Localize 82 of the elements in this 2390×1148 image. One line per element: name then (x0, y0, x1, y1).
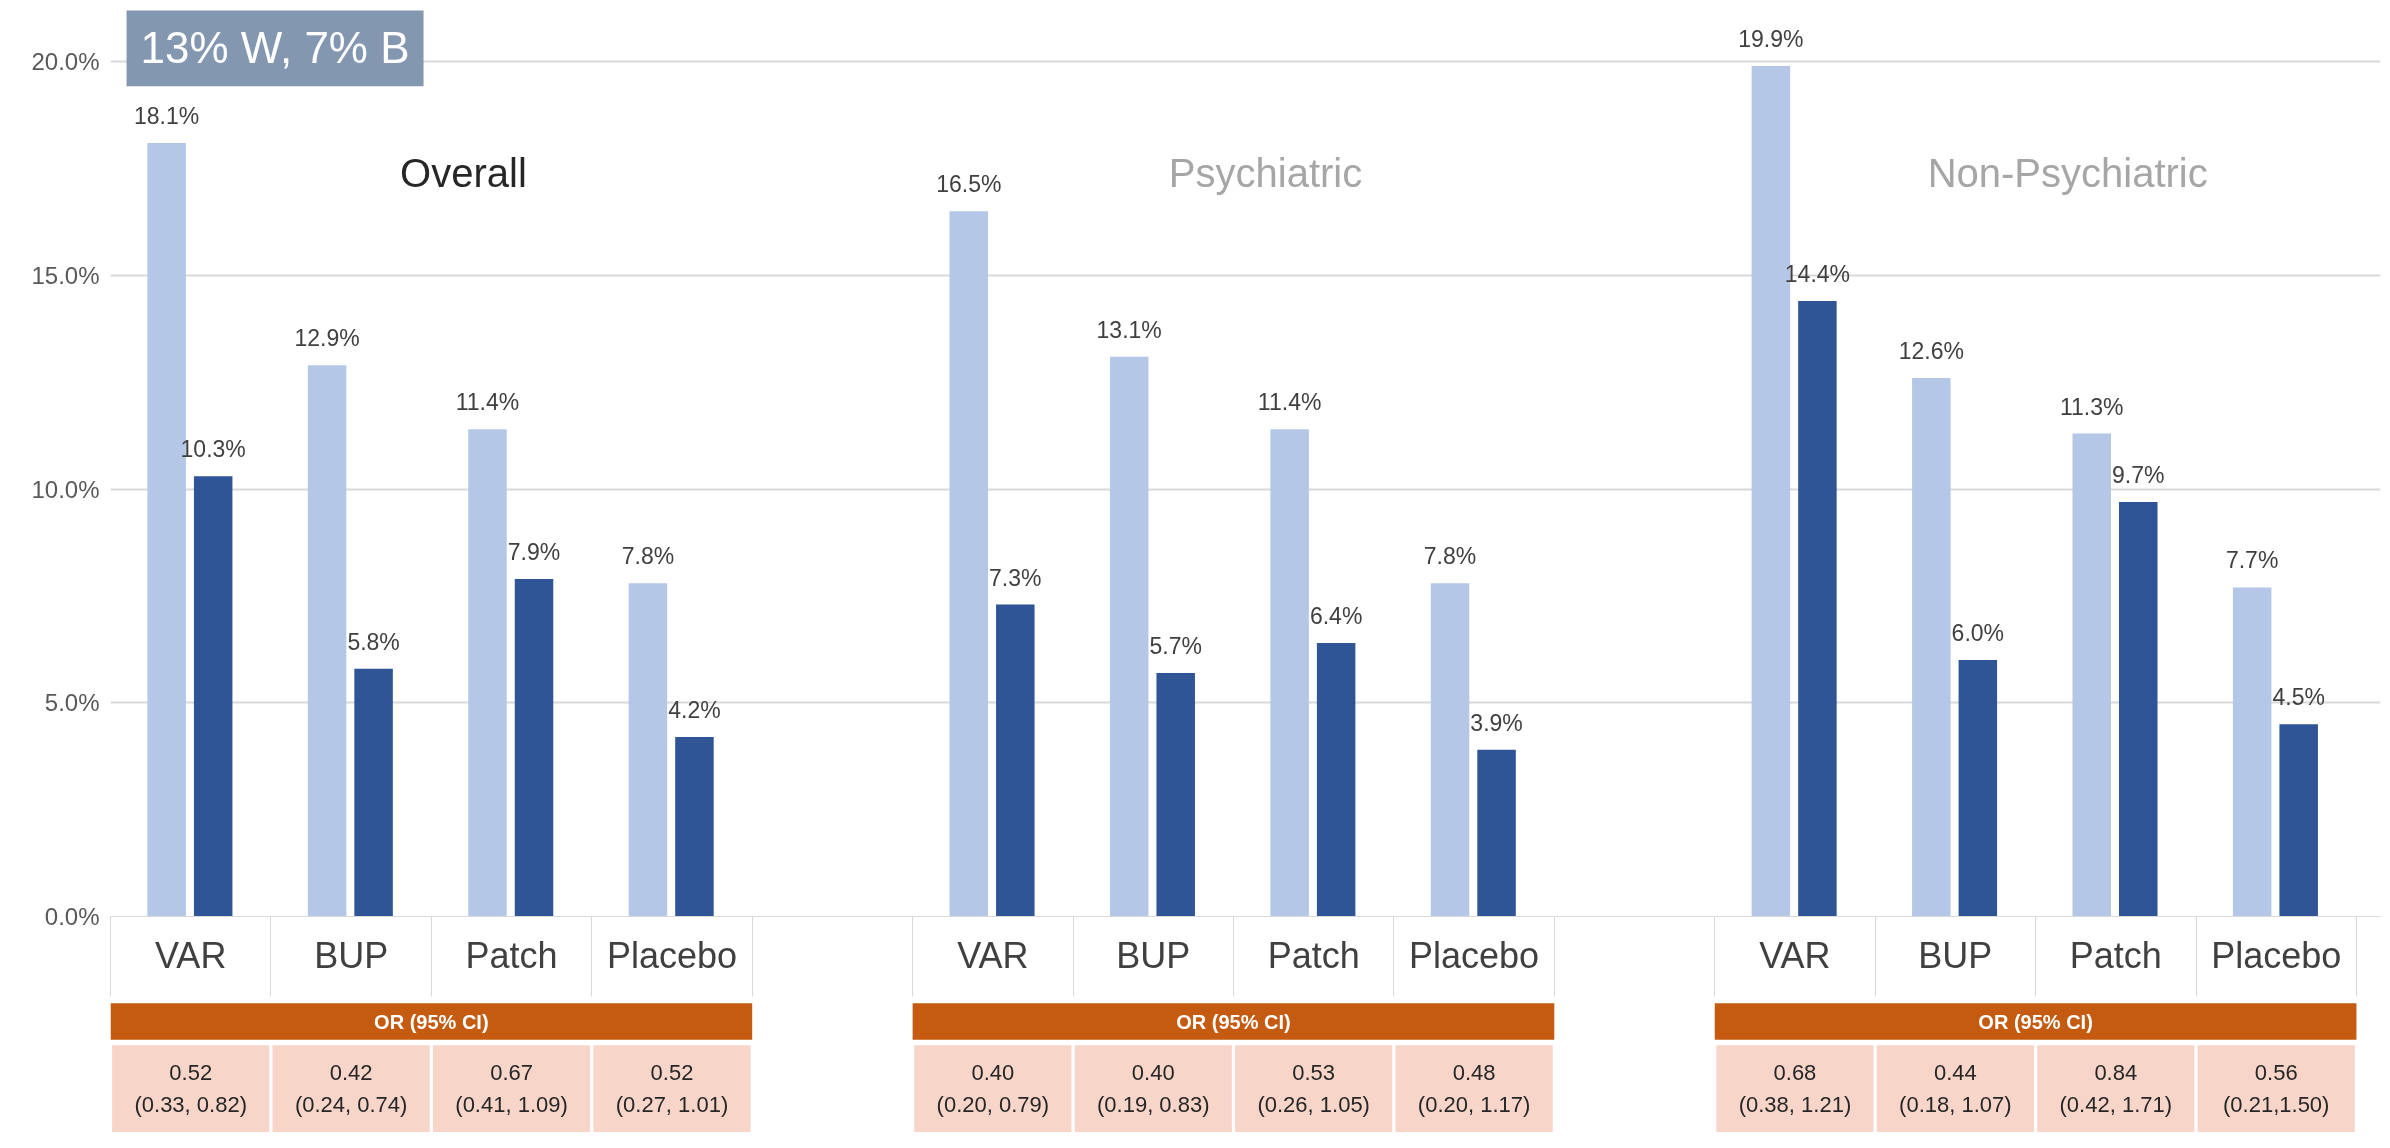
data-label: 11.3% (2059, 393, 2124, 420)
x-tick-label: BUP (1116, 934, 1191, 976)
text: 0.48 (0.20, 1.17) (1417, 1059, 1531, 1118)
y-tick-label: 20.0% (31, 48, 100, 76)
text: OR (95% CI) (374, 1010, 489, 1033)
data-label: 4.5% (2272, 684, 2325, 711)
bar (468, 429, 507, 917)
text: 0.52 (0.33, 0.82) (134, 1059, 247, 1118)
data-label: 7.8% (621, 543, 675, 570)
bar (628, 583, 668, 917)
bar (1430, 583, 1470, 917)
text: OR (95% CI) (1978, 1010, 2093, 1033)
bar (2279, 724, 2318, 917)
bar (193, 476, 233, 917)
y-tick-label: 0.0% (44, 903, 100, 930)
data-label: 6.4% (1309, 602, 1363, 629)
text: 0.56 (0.21,1.50) (2223, 1059, 2330, 1118)
bar (675, 737, 714, 917)
annotation: Psychiatric (1168, 150, 1363, 195)
text: 0.84 (0.42, 1.71) (2059, 1059, 2173, 1118)
text: 0.52 (0.27, 1.01) (615, 1059, 729, 1118)
data-label: 7.7% (2225, 547, 2279, 574)
bar (1316, 642, 1356, 917)
data-label: 11.4% (1257, 389, 1322, 416)
text: 0.44 (0.18, 1.07) (1899, 1059, 2012, 1118)
data-label: 9.7% (2112, 461, 2165, 488)
y-tick-label: 10.0% (31, 475, 100, 503)
data-label: 12.6% (1898, 338, 1964, 365)
x-tick-label: VAR (957, 934, 1029, 976)
bar (949, 211, 989, 917)
bar (2072, 433, 2111, 917)
x-tick-label: Placebo (2211, 934, 2342, 976)
bar (1270, 429, 1309, 917)
data-label: 18.1% (134, 102, 200, 129)
bar (996, 604, 1035, 917)
bar (1156, 672, 1195, 917)
bar (2232, 587, 2272, 917)
bar (1958, 660, 1998, 917)
y-tick-label: 15.0% (31, 261, 100, 289)
annotation: 13% W, 7% B (140, 23, 410, 73)
x-tick-label: BUP (1918, 934, 1993, 976)
data-label: 11.4% (455, 389, 520, 416)
data-label: 14.4% (1784, 261, 1851, 288)
data-label: 7.3% (989, 564, 1042, 591)
x-tick-label: BUP (314, 934, 389, 976)
data-label: 12.9% (294, 325, 360, 352)
text: 0.53 (0.26, 1.05) (1257, 1059, 1370, 1118)
data-label: 7.8% (1423, 543, 1477, 570)
data-label: 10.3% (180, 436, 246, 463)
text: OR (95% CI) (1176, 1010, 1291, 1033)
x-tick-label: Patch (2069, 934, 2162, 976)
y-tick-label: 5.0% (44, 689, 100, 717)
x-tick-label: Patch (1267, 934, 1360, 976)
data-label: 6.0% (1951, 620, 2005, 647)
bar (1109, 356, 1149, 917)
data-label: 7.9% (507, 538, 561, 565)
x-tick-label: Placebo (606, 934, 738, 976)
text: 0.68 (0.38, 1.21) (1738, 1059, 1852, 1118)
bar (1798, 301, 1837, 917)
bar (514, 578, 554, 917)
bar (307, 365, 347, 917)
data-label: 16.5% (936, 171, 1002, 198)
data-label: 3.9% (1470, 709, 1523, 736)
text: 0.42 (0.24, 0.74) (294, 1059, 408, 1118)
bar (2119, 501, 2158, 917)
bar (354, 668, 393, 917)
x-tick-label: VAR (155, 934, 227, 976)
text: 0.40 (0.20, 0.79) (936, 1059, 1050, 1118)
data-label: 19.9% (1738, 26, 1804, 53)
data-label: 4.2% (668, 697, 721, 724)
bar (1477, 749, 1516, 917)
annotation: Non-Psychiatric (1927, 150, 2208, 195)
data-label: 5.8% (347, 628, 400, 655)
x-tick-label: Patch (465, 934, 558, 976)
x-tick-label: Placebo (1409, 934, 1540, 976)
data-label: 5.7% (1149, 632, 1202, 659)
x-tick-label: VAR (1759, 934, 1831, 976)
data-label: 13.1% (1096, 316, 1162, 343)
text: 0.67 (0.41, 1.09) (455, 1059, 568, 1118)
annotation: Overall (400, 150, 527, 195)
bar (1912, 378, 1951, 917)
text: 0.40 (0.19, 0.83) (1097, 1059, 1210, 1118)
